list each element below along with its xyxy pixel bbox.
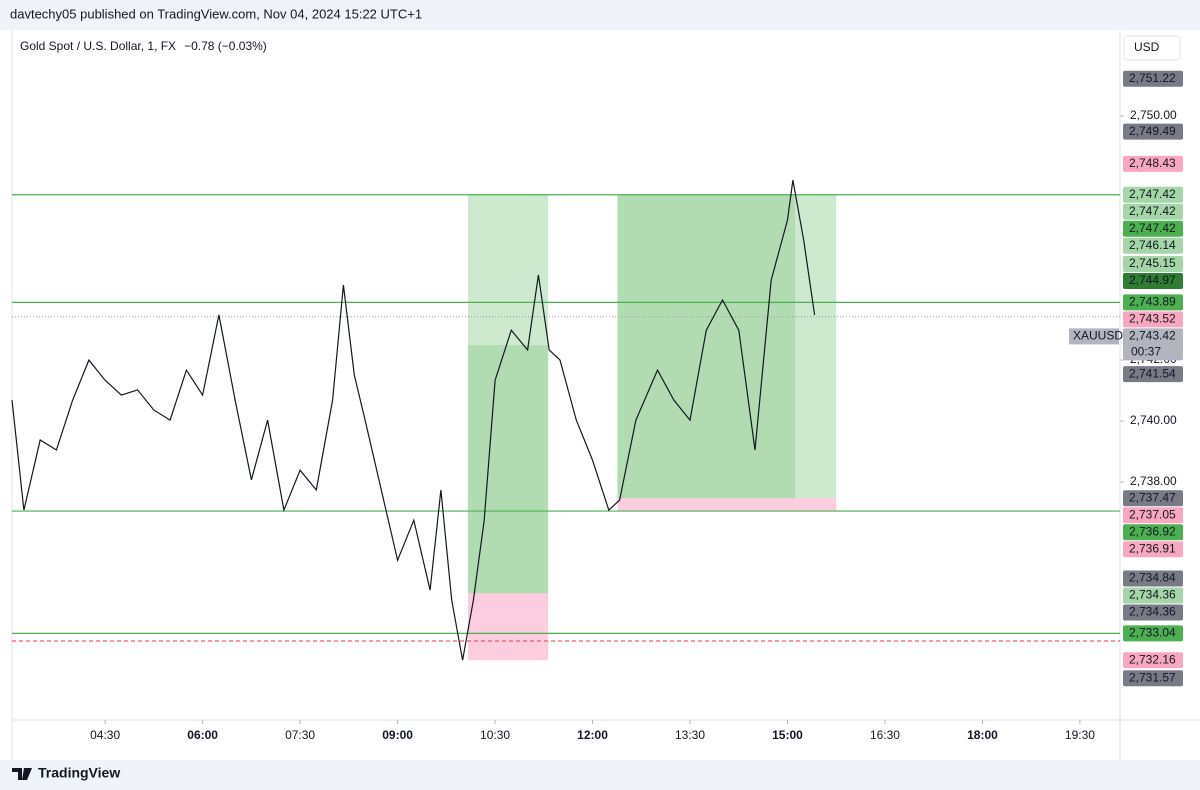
price-badge: [1123, 255, 1183, 272]
price-badge-label: 2,748.43: [1129, 156, 1176, 170]
footer-bar: [0, 760, 1200, 790]
chart-area: [0, 30, 1200, 760]
price-badge: [1123, 203, 1183, 220]
price-badge: [1123, 652, 1183, 669]
price-badge-label: 2,747.42: [1129, 221, 1176, 235]
x-tick-label: 12:00: [577, 728, 608, 742]
price-badge: [1123, 70, 1183, 87]
y-tick-label: 2,738.00: [1130, 474, 1177, 488]
price-badge: [1123, 524, 1183, 541]
price-badge: [1123, 294, 1183, 311]
price-change: −0.78 (−0.03%): [184, 39, 267, 53]
price-badge-label: 2,737.05: [1129, 507, 1176, 521]
x-tick-label: 09:00: [382, 728, 413, 742]
target-zone: [467, 194, 549, 594]
progress-zone: [467, 345, 549, 594]
price-badge: [1123, 670, 1183, 687]
price-badge: [1123, 186, 1183, 203]
price-badge: [1123, 604, 1183, 621]
symbol-badge: [1069, 328, 1119, 345]
price-badge: [1123, 155, 1183, 172]
price-badge: [1123, 328, 1183, 361]
price-badge: [1123, 123, 1183, 140]
x-tick-label: 15:00: [772, 728, 803, 742]
symbol-label: XAUUSD: [1073, 329, 1123, 343]
price-badge-label: 2,736.92: [1129, 524, 1176, 538]
currency-label: USD: [1134, 40, 1160, 54]
x-tick-label: 19:30: [1065, 728, 1095, 742]
price-badge-label: 2,736.91: [1129, 541, 1176, 555]
price-badge-label: 2,741.54: [1129, 366, 1176, 380]
price-badge-label: 2,734.36: [1129, 605, 1176, 619]
price-badge-label: 2,737.47: [1129, 490, 1176, 504]
x-tick-label: 10:30: [480, 728, 510, 742]
price-badge: [1123, 237, 1183, 254]
x-tick-label: 16:30: [870, 728, 900, 742]
price-badge-label: 2,734.84: [1129, 571, 1176, 585]
x-tick-label: 04:30: [90, 728, 120, 742]
price-badge-label: 2,751.22: [1129, 71, 1176, 85]
price-badge: [1123, 220, 1183, 237]
price-badge: [1123, 272, 1183, 289]
target-zone: [617, 194, 837, 499]
price-badge-label: 2,731.57: [1129, 670, 1176, 684]
price-badge-label: 2,745.15: [1129, 256, 1176, 270]
price-line: [11, 179, 816, 661]
price-badge: [1123, 366, 1183, 383]
price-badge-label: 2,732.16: [1129, 652, 1176, 666]
price-badge: [1123, 541, 1183, 558]
price-badge: [1123, 507, 1183, 524]
price-badge-label: 2,743.42: [1129, 329, 1176, 343]
price-badge: [1123, 490, 1183, 507]
price-badge-label: 2,743.89: [1129, 295, 1176, 309]
price-badge: [1123, 311, 1183, 328]
footer-brand: TradingView: [38, 765, 120, 781]
price-badge-label: 2,749.49: [1129, 124, 1176, 138]
chart-title: Gold Spot / U.S. Dollar, 1, FX: [20, 39, 176, 53]
stop-zone: [467, 593, 549, 661]
x-tick-label: 13:30: [675, 728, 705, 742]
x-tick-label: 18:00: [967, 728, 998, 742]
countdown-label: 00:37: [1131, 345, 1161, 359]
stop-zone: [617, 498, 837, 512]
price-badge-label: 2,743.52: [1129, 312, 1176, 326]
price-badge-label: 2,747.42: [1129, 187, 1176, 201]
price-badge: [1123, 570, 1183, 587]
header-bar: [0, 0, 1200, 30]
y-tick-label: 2,750.00: [1130, 108, 1177, 122]
plot: [11, 179, 1120, 661]
price-badge-label: 2,746.14: [1129, 238, 1176, 252]
currency-button[interactable]: [1123, 35, 1181, 61]
progress-zone: [617, 194, 796, 499]
price-badge: [1123, 625, 1183, 642]
price-badge-label: 2,734.36: [1129, 588, 1176, 602]
price-badge: [1123, 587, 1183, 604]
price-badge-label: 2,747.42: [1129, 204, 1176, 218]
publish-header: davtechy05 published on TradingView.com,…: [10, 6, 422, 21]
x-tick-label: 06:00: [187, 728, 218, 742]
x-tick-label: 07:30: [285, 728, 315, 742]
y-tick-label: 2,740.00: [1130, 413, 1177, 427]
price-badge-label: 2,733.04: [1129, 626, 1176, 640]
price-badge-label: 2,744.97: [1129, 273, 1176, 287]
tradingview-logo: [12, 768, 32, 780]
